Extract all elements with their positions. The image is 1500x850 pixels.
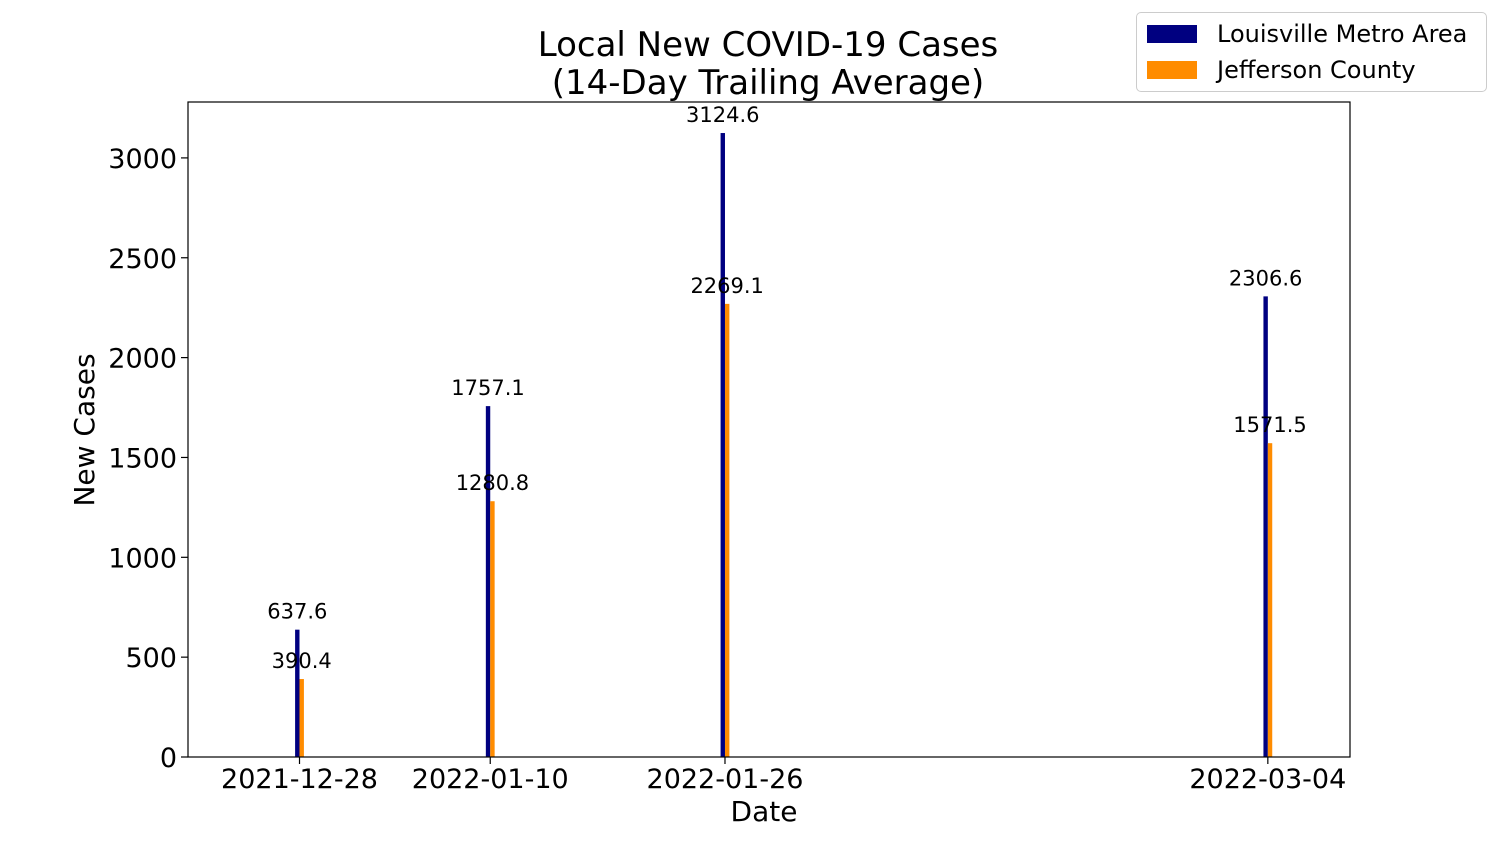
data-label-louisville-2022-01-26: 3124.6: [686, 103, 759, 127]
x-axis-ticks: 2021-12-28 2022-01-10 2022-01-26 2022-03-04: [221, 757, 1346, 795]
data-label-jefferson-2022-03-04: 1571.5: [1233, 413, 1306, 437]
bar-louisville-2022-01-10: [485, 406, 491, 757]
data-label-louisville-2021-12-28: 637.6: [267, 600, 327, 624]
chart-title-line-2: (14-Day Trailing Average): [552, 63, 985, 103]
data-label-jefferson-2022-01-10: 1280.8: [456, 471, 529, 495]
y-tick-label-3000: 3000: [108, 144, 177, 175]
data-label-jefferson-2022-01-26: 2269.1: [690, 274, 763, 298]
x-axis-label: Date: [731, 795, 798, 828]
plot-frame: [187, 101, 1351, 758]
y-tick-label-500: 500: [125, 643, 177, 674]
x-tick-label-2022-03-04: 2022-03-04: [1189, 764, 1346, 795]
data-labels: 637.6 390.4 1757.1 1280.8 3124.6 2269.1 2306.6…: [267, 103, 1307, 673]
y-tick-label-0: 0: [160, 743, 177, 774]
data-label-louisville-2022-03-04: 2306.6: [1229, 266, 1302, 290]
legend-swatch-louisville: [1147, 25, 1197, 43]
bar-louisville-2021-12-28: [295, 629, 300, 757]
bar-louisville-2022-01-26: [720, 133, 725, 757]
bars-group: [295, 133, 1273, 757]
bar-jefferson-2021-12-28: [299, 679, 304, 757]
x-tick-label-2022-01-26: 2022-01-26: [647, 764, 804, 795]
y-tick-label-2000: 2000: [108, 344, 177, 375]
y-tick-label-1500: 1500: [108, 443, 177, 474]
data-label-jefferson-2021-12-28: 390.4: [272, 649, 332, 673]
y-tick-label-1000: 1000: [108, 543, 177, 574]
chart-title-line-1: Local New COVID-19 Cases: [538, 25, 999, 65]
legend-item-jefferson: Jefferson County: [1147, 55, 1416, 85]
legend: Louisville Metro Area Jefferson County: [1136, 12, 1487, 92]
legend-label-jefferson: Jefferson County: [1217, 56, 1416, 84]
legend-item-louisville: Louisville Metro Area: [1147, 19, 1467, 49]
x-tick-label-2021-12-28: 2021-12-28: [221, 764, 378, 795]
y-axis-label: New Cases: [68, 353, 101, 506]
x-tick-label-2022-01-10: 2022-01-10: [412, 764, 569, 795]
bar-jefferson-2022-01-26: [724, 303, 730, 757]
legend-swatch-jefferson: [1147, 61, 1197, 79]
data-label-louisville-2022-01-10: 1757.1: [451, 376, 524, 400]
bar-jefferson-2022-03-04: [1267, 443, 1273, 757]
y-tick-label-2500: 2500: [108, 244, 177, 275]
legend-label-louisville: Louisville Metro Area: [1217, 20, 1468, 48]
y-axis-ticks: 0 500 1000 1500 2000 2500 3000: [108, 144, 188, 774]
bar-jefferson-2022-01-10: [490, 501, 495, 757]
bar-louisville-2022-03-04: [1263, 296, 1268, 757]
